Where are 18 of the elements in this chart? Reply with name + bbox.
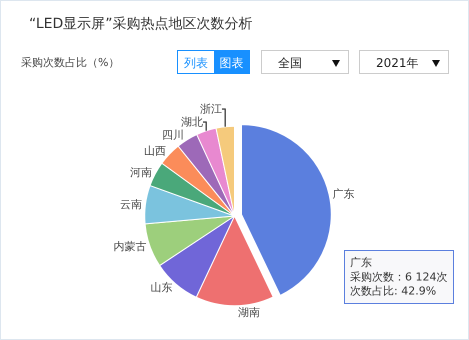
text: 广东 (350, 256, 372, 269)
slice-label: 河南 (130, 166, 152, 180)
text: 采购次数：6 124次 (350, 270, 448, 284)
chart-title: “LED显示屏”采购热点地区次数分析 (29, 15, 253, 33)
text: 次数占比: 42.9% (350, 284, 436, 298)
slice-label: 云南 (120, 198, 142, 211)
slice-label: 湖南 (238, 306, 260, 319)
slice-label: 山东 (150, 281, 173, 294)
year-dropdown: 2021年 (359, 50, 449, 74)
slice-label: 湖北 (180, 116, 203, 129)
view-toggle: 列表 图表 (177, 50, 250, 74)
slice-label: 山西 (144, 144, 166, 158)
slice-label: 四川 (162, 128, 184, 142)
slice-label: 广东 (332, 188, 354, 201)
chart-subtitle: 采购次数占比（%） (21, 55, 120, 70)
slice-label: 内蒙古 (113, 240, 146, 253)
slice-label: 浙江 (200, 102, 222, 116)
region-dropdown: 全国 (261, 50, 349, 74)
